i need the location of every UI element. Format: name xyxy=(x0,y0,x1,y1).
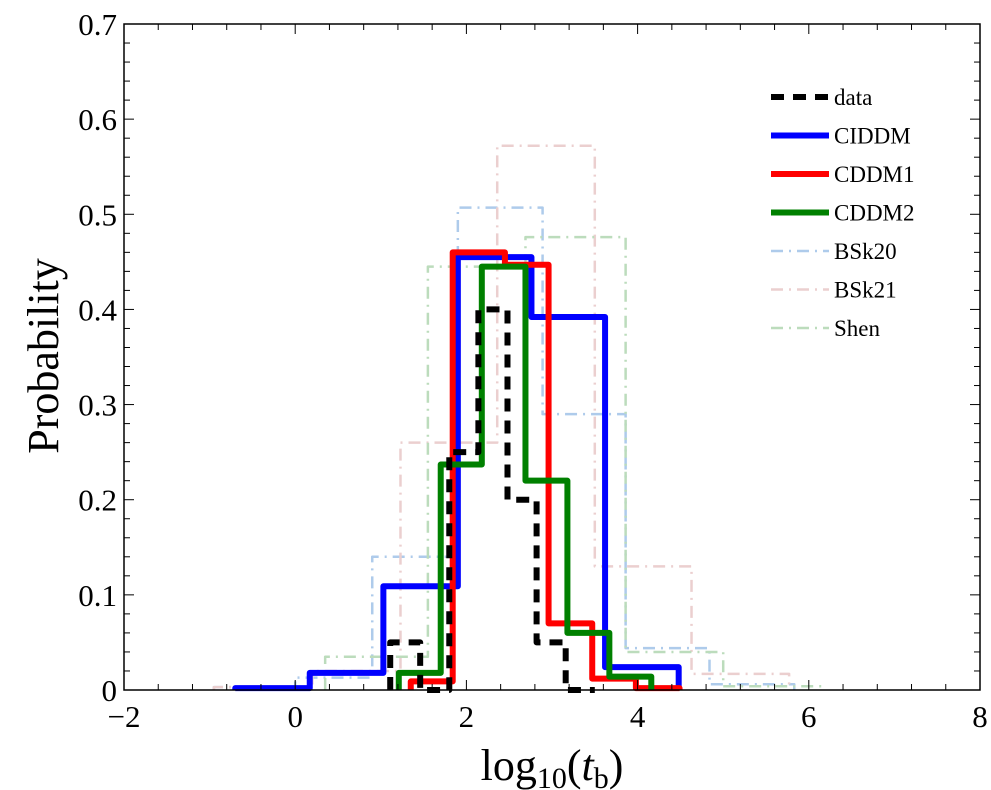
series-ciddm-step xyxy=(232,254,682,692)
y-axis-title: Probability xyxy=(19,258,68,454)
plot-frame xyxy=(123,23,981,691)
series-cddm1-step xyxy=(407,249,683,692)
x-tick-label: 0 xyxy=(287,699,303,734)
x-title-open-paren: ( xyxy=(567,741,582,790)
legend-label-data: data xyxy=(834,85,872,110)
y-tick-label: 0.2 xyxy=(78,483,117,518)
x-tick-label: 2 xyxy=(459,699,475,734)
y-tick-label: 0.5 xyxy=(78,197,117,232)
legend-label-cddm2: CDDM2 xyxy=(834,201,915,226)
legend: data CIDDM CDDM1 CDDM2 BSk20 BSk21 Shen xyxy=(771,85,915,341)
y-tick-label: 0.4 xyxy=(78,292,117,327)
legend-label-shen: Shen xyxy=(834,316,881,341)
legend-label-bsk21: BSk21 xyxy=(834,278,897,303)
series-bsk20-step xyxy=(212,206,796,690)
x-tick-label: −2 xyxy=(108,699,141,734)
x-axis-title: log10(tb) xyxy=(481,741,624,790)
series-data-step xyxy=(387,306,595,693)
x-tick-label: 8 xyxy=(972,699,988,734)
y-tick-label: 0.1 xyxy=(78,578,117,613)
y-tick-label: 0.7 xyxy=(78,7,117,42)
x-title-close-paren: ) xyxy=(609,741,624,790)
x-title-log: log xyxy=(481,741,537,790)
series-bsk21-step xyxy=(212,144,791,690)
y-tick-label: 0 xyxy=(102,673,118,708)
series-cddm2-step xyxy=(395,263,655,690)
series-layer xyxy=(212,144,823,693)
series-shen-step xyxy=(323,235,823,690)
x-title-sub-b: b xyxy=(594,762,609,790)
tick-labels: −2 0 2 4 6 800.10.20.30.40.50.60.7 xyxy=(78,7,988,734)
x-tick-label: 4 xyxy=(630,699,646,734)
axes xyxy=(123,23,981,691)
y-tick-label: 0.6 xyxy=(78,102,117,137)
legend-label-cddm1: CDDM1 xyxy=(834,162,915,187)
x-tick-label: 6 xyxy=(801,699,817,734)
x-title-sub10: 10 xyxy=(537,762,567,790)
x-title-var: t xyxy=(582,741,596,790)
legend-label-ciddm: CIDDM xyxy=(834,124,911,149)
y-tick-label: 0.3 xyxy=(78,388,117,423)
legend-label-bsk20: BSk20 xyxy=(834,239,897,264)
